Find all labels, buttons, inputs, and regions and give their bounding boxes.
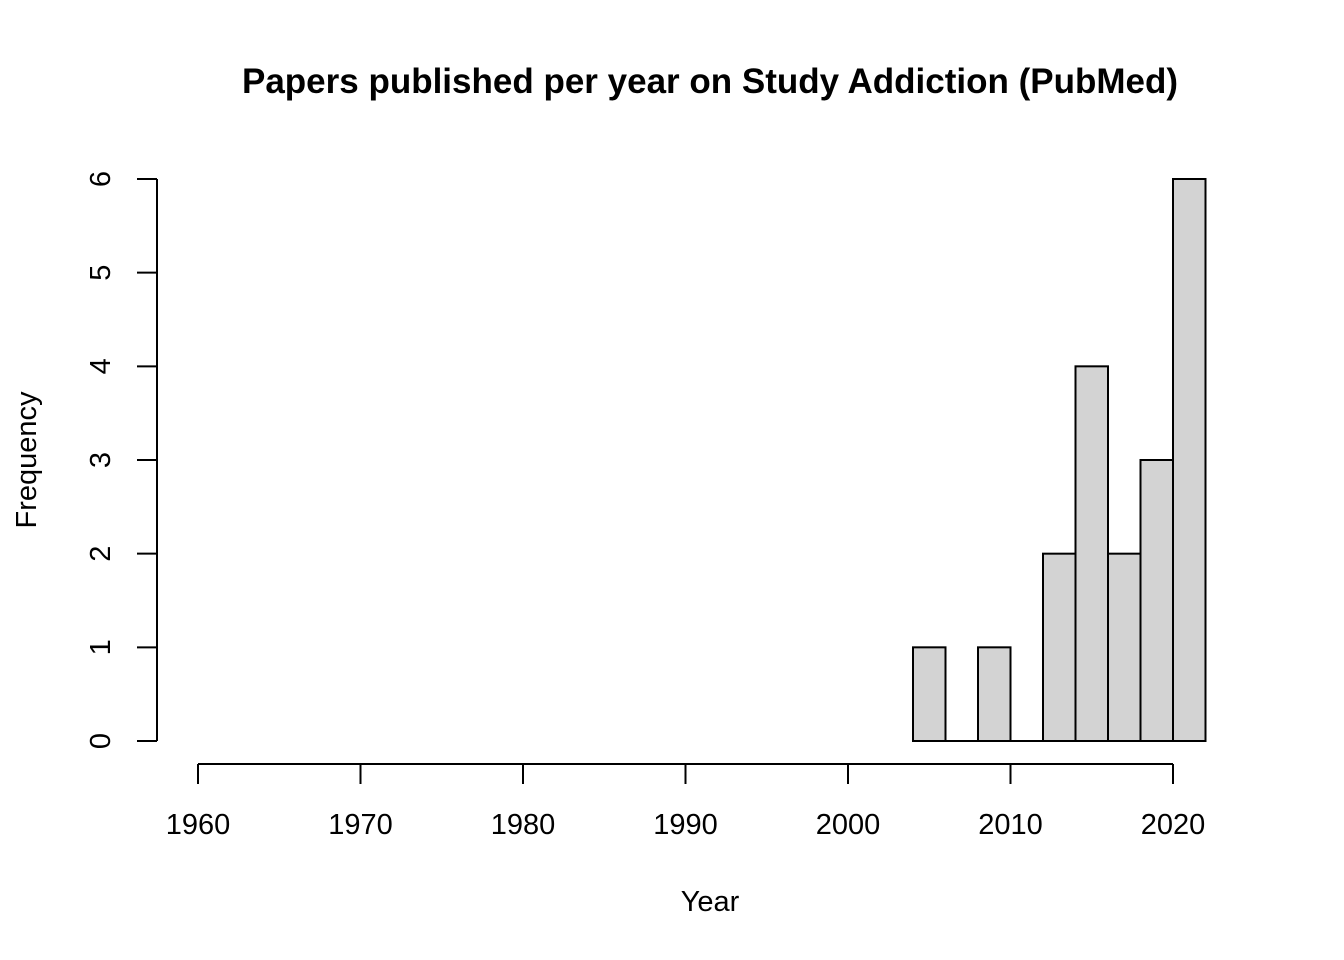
- histogram-bar-7: [1139, 459, 1174, 742]
- y-axis: 0 1 2 3 4 5 6: [85, 171, 158, 749]
- y-tick-label-1: 1: [85, 639, 117, 655]
- x-tick-label-1970: 1970: [328, 809, 393, 841]
- x-tick-label-2020: 2020: [1141, 809, 1206, 841]
- y-tick-label-0: 0: [85, 733, 117, 749]
- x-tick-label-2000: 2000: [816, 809, 881, 841]
- y-tick-label-2: 2: [85, 546, 117, 562]
- y-tick-label-3: 3: [85, 452, 117, 468]
- histogram-bar-0: [912, 646, 947, 742]
- chart-title: Papers published per year on Study Addic…: [242, 62, 1178, 101]
- histogram-bar-2: [977, 646, 1012, 742]
- y-tick-label-4: 4: [85, 358, 117, 374]
- x-axis-label: Year: [681, 886, 740, 918]
- histogram-bar-5: [1074, 365, 1109, 742]
- x-tick-label-1990: 1990: [653, 809, 718, 841]
- histogram-bar-6: [1107, 552, 1142, 743]
- histogram-bar-4: [1042, 552, 1077, 743]
- bars-group: [912, 178, 1207, 743]
- y-tick-label-6: 6: [85, 171, 117, 187]
- histogram-bar-8: [1172, 178, 1207, 742]
- x-tick-label-1980: 1980: [491, 809, 556, 841]
- x-tick-label-2010: 2010: [978, 809, 1043, 841]
- y-axis-label: Frequency: [11, 391, 43, 529]
- x-tick-label-1960: 1960: [166, 809, 231, 841]
- y-tick-label-5: 5: [85, 265, 117, 281]
- x-axis: 1960 1970 1980 1990 2000 2010 2020: [166, 763, 1206, 841]
